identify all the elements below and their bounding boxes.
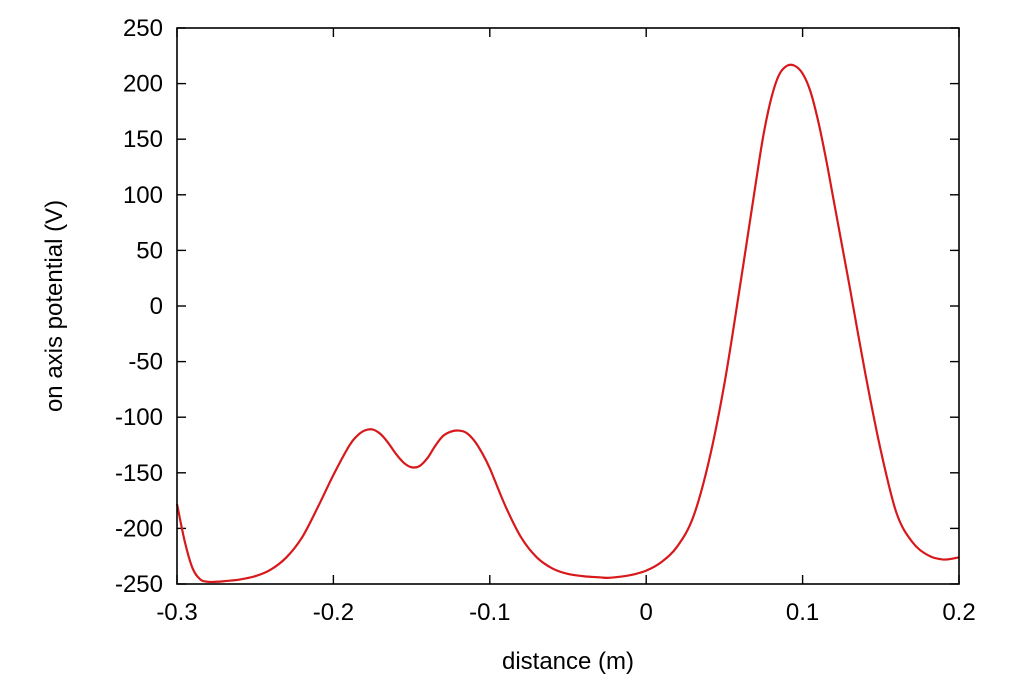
y-tick-label: -200	[115, 515, 163, 542]
series-layer	[175, 63, 960, 584]
y-tick-label: 50	[136, 237, 163, 264]
x-tick-label: -0.3	[156, 599, 197, 626]
x-tick-label: 0.2	[942, 599, 975, 626]
y-tick-label: -50	[128, 349, 163, 376]
y-tick-label: 250	[123, 15, 163, 42]
x-tick-label: -0.1	[469, 599, 510, 626]
ticks-layer	[176, 27, 960, 585]
tick-labels-layer: -0.3 -0.2 -0.1 0 0.1 0.2 -250 -200 -150 -100 -50 0 5…	[115, 15, 976, 626]
y-tick-label: -100	[115, 404, 163, 431]
y-axis-label: on axis potential (V)	[41, 200, 68, 412]
plot-frame	[176, 27, 960, 585]
x-tick-label: 0	[640, 599, 653, 626]
x-tick-label: 0.1	[786, 599, 819, 626]
x-axis-label: distance (m)	[502, 648, 634, 675]
y-tick-label: 150	[123, 126, 163, 153]
y-tick-label: -250	[115, 571, 163, 598]
x-tick-label: -0.2	[313, 599, 354, 626]
y-tick-label: 200	[123, 71, 163, 98]
y-tick-label: 0	[150, 293, 163, 320]
y-tick-label: -150	[115, 460, 163, 487]
series-line	[175, 63, 960, 584]
y-tick-label: 100	[123, 182, 163, 209]
